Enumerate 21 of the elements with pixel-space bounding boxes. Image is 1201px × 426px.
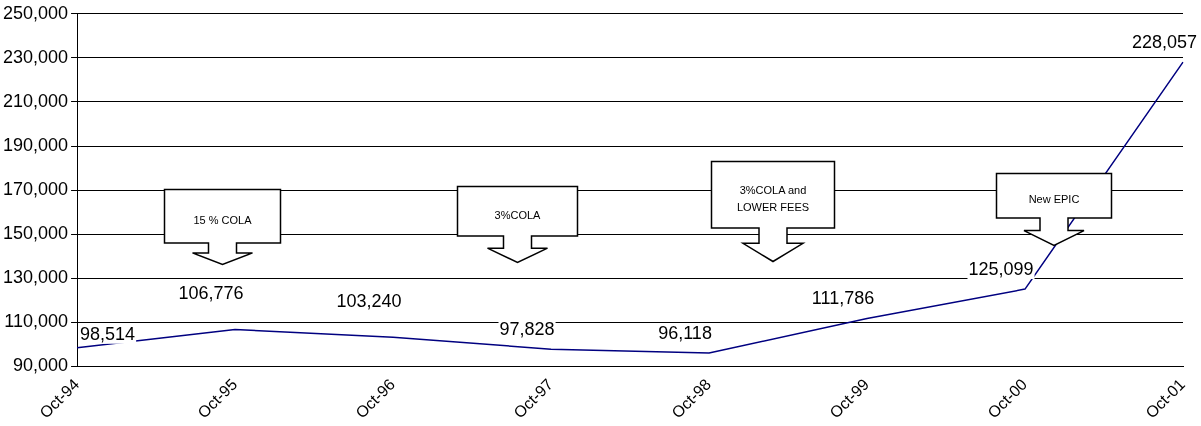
data-label: 103,240	[336, 291, 402, 312]
data-label: 111,786	[811, 288, 875, 309]
y-tick-label: 250,000	[2, 2, 69, 23]
data-label: 125,099	[968, 259, 1034, 280]
data-label: 228,057	[1131, 32, 1197, 53]
y-tick-label: 130,000	[2, 267, 69, 288]
data-label: 106,776	[178, 283, 244, 304]
data-label: 98,514	[80, 323, 136, 344]
y-tick-label: 230,000	[2, 46, 69, 67]
annotation: 3%COLA and LOWER FEES	[735, 182, 811, 215]
y-tick-label: 170,000	[2, 179, 69, 200]
data-label: 97,828	[499, 319, 555, 340]
y-tick-label: 110,000	[4, 311, 69, 332]
y-tick-label: 190,000	[2, 135, 69, 156]
y-tick-label: 90,000	[13, 355, 69, 376]
y-tick-label: 210,000	[2, 90, 69, 111]
annotation: 15 % COLA	[192, 212, 253, 228]
annotation: 3%COLA	[493, 207, 542, 223]
annotation: New EPIC	[1027, 192, 1081, 207]
data-label: 96,118	[658, 322, 712, 343]
y-tick-label: 150,000	[2, 223, 69, 244]
